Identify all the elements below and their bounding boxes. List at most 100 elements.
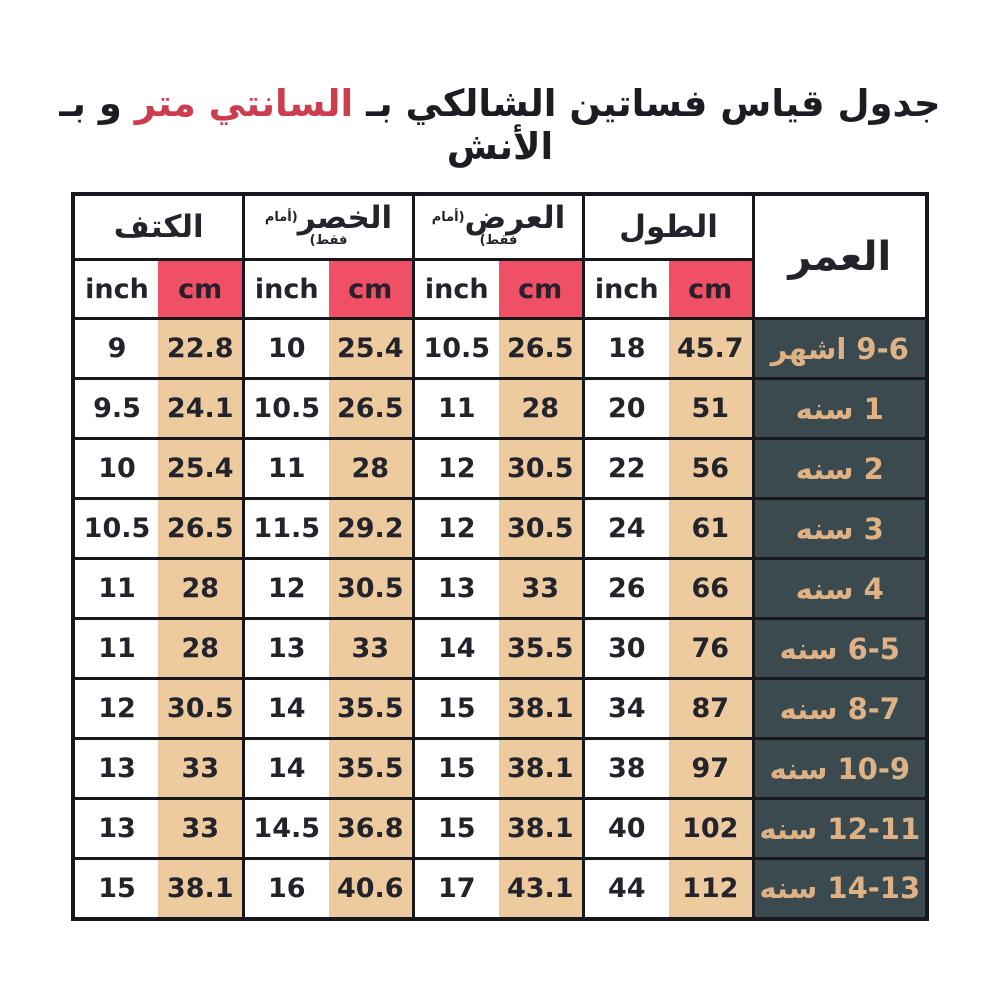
- waist-inch-cell: 14.5: [241, 797, 331, 860]
- age-cell: 9-6 اشهر: [752, 317, 928, 380]
- age-cell: 4 سنه: [752, 557, 928, 620]
- shoulder-cm-cell: 38.1: [158, 857, 245, 920]
- width-inch-cell: 15: [412, 677, 500, 740]
- age-cell: 10-9 سنه: [752, 737, 928, 800]
- shoulder-inch-cell: 13: [71, 737, 160, 800]
- length-cm-cell: 102: [668, 797, 755, 860]
- waist-inch-cell: 14: [241, 737, 331, 800]
- width-cm-cell: 38.1: [498, 677, 585, 740]
- width-cm-cell: 43.1: [498, 857, 585, 920]
- length-cm-cell: 61: [668, 497, 755, 560]
- header-row-columns: العمر الطول العرض(أمام فقط) الخصر(أمام ف…: [71, 192, 928, 320]
- shoulder-inch-cell: 10: [71, 437, 160, 500]
- unit-length-inch: inch: [582, 258, 670, 320]
- waist-inch-cell: 10: [241, 317, 331, 380]
- size-chart-table: العمر الطول العرض(أمام فقط) الخصر(أمام ف…: [71, 192, 929, 921]
- width-inch-cell: 10.5: [412, 317, 500, 380]
- waist-inch-cell: 11: [241, 437, 331, 500]
- waist-cm-cell: 29.2: [328, 497, 415, 560]
- width-cm-cell: 35.5: [498, 617, 585, 680]
- title-text-end: و بـ الأنش: [59, 82, 554, 168]
- length-inch-cell: 26: [582, 557, 670, 620]
- shoulder-cm-cell: 26.5: [158, 497, 245, 560]
- waist-cm-cell: 36.8: [328, 797, 415, 860]
- length-inch-cell: 22: [582, 437, 670, 500]
- unit-shoulder-inch: inch: [71, 258, 160, 320]
- table-row: 1 سنه 51 20 28 11 26.5 10.5 24.1 9.5: [71, 377, 928, 440]
- shoulder-label: الكتف: [113, 209, 204, 245]
- length-inch-cell: 40: [582, 797, 670, 860]
- width-cm-cell: 30.5: [498, 437, 585, 500]
- shoulder-inch-cell: 12: [71, 677, 160, 740]
- length-cm-cell: 97: [668, 737, 755, 800]
- waist-note: (أمام فقط): [264, 209, 348, 248]
- waist-cm-cell: 35.5: [328, 677, 415, 740]
- shoulder-inch-cell: 11: [71, 557, 160, 620]
- table-row: 2 سنه 56 22 30.5 12 28 11 25.4 10: [71, 437, 928, 500]
- length-inch-cell: 30: [582, 617, 670, 680]
- length-cm-cell: 76: [668, 617, 755, 680]
- title-text-start: جدول قياس فساتين الشالكي بـ: [353, 82, 941, 125]
- width-note: (أمام فقط): [431, 209, 518, 248]
- width-inch-cell: 12: [412, 437, 500, 500]
- width-inch-cell: 12: [412, 497, 500, 560]
- table-row: 3 سنه 61 24 30.5 12 29.2 11.5 26.5 10.5: [71, 497, 928, 560]
- waist-cm-cell: 28: [328, 437, 415, 500]
- length-cm-cell: 66: [668, 557, 755, 620]
- age-cell: 2 سنه: [752, 437, 928, 500]
- width-cm-cell: 38.1: [498, 797, 585, 860]
- unit-shoulder-cm: cm: [158, 258, 245, 320]
- length-inch-cell: 24: [582, 497, 670, 560]
- col-header-shoulder: الكتف: [71, 192, 245, 261]
- shoulder-cm-cell: 33: [158, 797, 245, 860]
- waist-inch-cell: 12: [241, 557, 331, 620]
- length-cm-cell: 112: [668, 857, 755, 920]
- title-highlight-cm: السانتي متر: [134, 82, 354, 125]
- waist-inch-cell: 11.5: [241, 497, 331, 560]
- shoulder-cm-cell: 22.8: [158, 317, 245, 380]
- waist-cm-cell: 35.5: [328, 737, 415, 800]
- waist-cm-cell: 40.6: [328, 857, 415, 920]
- age-cell: 6-5 سنه: [752, 617, 928, 680]
- age-cell: 12-11 سنه: [752, 797, 928, 860]
- width-inch-cell: 15: [412, 737, 500, 800]
- shoulder-cm-cell: 28: [158, 617, 245, 680]
- size-rows: 9-6 اشهر 45.7 18 26.5 10.5 25.4 10 22.8 …: [71, 317, 928, 920]
- page-title: جدول قياس فساتين الشالكي بـ السانتي متر …: [0, 0, 1000, 192]
- width-cm-cell: 38.1: [498, 737, 585, 800]
- table-row: 12-11 سنه 102 40 38.1 15 36.8 14.5 33 13: [71, 797, 928, 860]
- table-row: 14-13 سنه 112 44 43.1 17 40.6 16 38.1 15: [71, 857, 928, 920]
- length-inch-cell: 38: [582, 737, 670, 800]
- width-inch-cell: 17: [412, 857, 500, 920]
- length-cm-cell: 56: [668, 437, 755, 500]
- width-cm-cell: 28: [498, 377, 585, 440]
- width-inch-cell: 11: [412, 377, 500, 440]
- shoulder-cm-cell: 28: [158, 557, 245, 620]
- table-row: 4 سنه 66 26 33 13 30.5 12 28 11: [71, 557, 928, 620]
- waist-inch-cell: 13: [241, 617, 331, 680]
- width-cm-cell: 33: [498, 557, 585, 620]
- length-cm-cell: 51: [668, 377, 755, 440]
- table-row: 9-6 اشهر 45.7 18 26.5 10.5 25.4 10 22.8 …: [71, 317, 928, 380]
- unit-waist-inch: inch: [241, 258, 331, 320]
- col-header-width: العرض(أمام فقط): [412, 192, 585, 261]
- table-row: 6-5 سنه 76 30 35.5 14 33 13 28 11: [71, 617, 928, 680]
- shoulder-inch-cell: 9.5: [71, 377, 160, 440]
- width-cm-cell: 26.5: [498, 317, 585, 380]
- width-label: العرض: [464, 199, 566, 236]
- unit-waist-cm: cm: [328, 258, 415, 320]
- unit-width-cm: cm: [498, 258, 585, 320]
- width-inch-cell: 14: [412, 617, 500, 680]
- shoulder-inch-cell: 10.5: [71, 497, 160, 560]
- shoulder-inch-cell: 15: [71, 857, 160, 920]
- waist-cm-cell: 33: [328, 617, 415, 680]
- waist-cm-cell: 26.5: [328, 377, 415, 440]
- col-header-age: العمر: [752, 192, 928, 320]
- header-row-units: cm inch cm inch cm inch cm inch: [71, 258, 926, 320]
- table-row: 8-7 سنه 87 34 38.1 15 35.5 14 30.5 12: [71, 677, 928, 740]
- waist-inch-cell: 16: [241, 857, 331, 920]
- length-inch-cell: 18: [582, 317, 670, 380]
- waist-cm-cell: 25.4: [328, 317, 415, 380]
- waist-label: الخصر: [297, 199, 393, 236]
